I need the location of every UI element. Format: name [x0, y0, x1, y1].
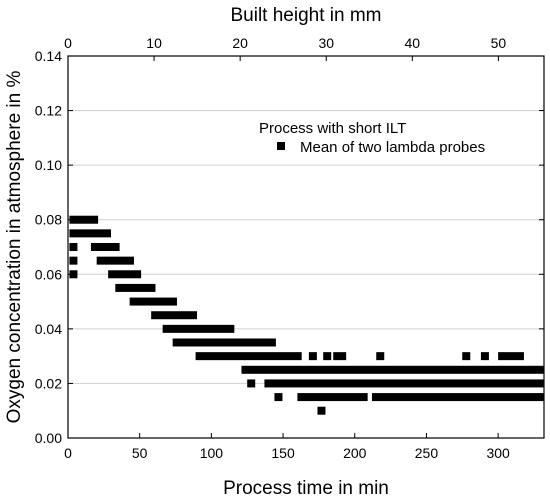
y-tick-label: 0.08: [35, 212, 62, 228]
top-tick-label: 0: [64, 35, 72, 51]
data-point-run: [162, 324, 235, 333]
data-point-run: [115, 283, 156, 292]
x-tick-label: 250: [415, 445, 439, 461]
legend-marker: [277, 142, 285, 150]
data-point-run: [69, 243, 78, 251]
y-axis-title: Oxygen concentration in atmosphere in %: [4, 71, 25, 424]
plot-frame: [67, 55, 545, 439]
data-point-run: [247, 379, 256, 388]
x-tick-label: 0: [64, 445, 72, 461]
y-tick-label: 0.10: [35, 157, 62, 173]
data-point-run: [371, 393, 544, 402]
x-tick-label: 200: [343, 445, 367, 461]
top-tick-label: 50: [491, 35, 507, 51]
data-point-run: [462, 352, 471, 361]
x-tick-label: 300: [486, 445, 510, 461]
axis-ticks: 0 50 100 150 200 250 300 0 10 20 30 40 50 0.00 0.02 0.0…: [35, 35, 544, 461]
legend-title: Process with short ILT: [259, 120, 406, 137]
data-point-run: [151, 311, 198, 320]
y-tick-label: 0.04: [35, 321, 62, 337]
data-point-run: [69, 229, 112, 238]
data-point-run: [129, 297, 177, 306]
top-axis-title: Built height in mm: [230, 5, 381, 26]
data-point-run: [274, 393, 283, 402]
data-point-run: [308, 352, 317, 361]
data-point-run: [264, 379, 544, 388]
top-tick-label: 10: [146, 35, 162, 51]
top-tick-label: 30: [318, 35, 334, 51]
data-point-run: [90, 243, 120, 251]
x-axis-title: Process time in min: [223, 478, 389, 499]
data-point-run: [96, 256, 134, 265]
legend: Process with short ILT Mean of two lambd…: [255, 116, 527, 162]
top-tick-label: 20: [232, 35, 248, 51]
data-point-run: [69, 256, 78, 265]
x-tick-label: 100: [200, 445, 224, 461]
y-tick-label: 0.06: [35, 266, 62, 282]
data-point-run: [323, 352, 332, 361]
data-point-run: [480, 352, 489, 361]
data-point-run: [195, 352, 302, 361]
data-point-run: [333, 352, 347, 361]
legend-box: [255, 116, 527, 162]
y-tick-label: 0.14: [35, 48, 62, 64]
data-point-run: [69, 215, 99, 224]
data-point-run: [317, 406, 326, 415]
data-point-run: [498, 352, 524, 361]
data-point-run: [172, 338, 276, 347]
legend-entry: Mean of two lambda probes: [300, 139, 485, 156]
data-point-run: [108, 270, 142, 279]
y-tick-label: 0.12: [35, 103, 62, 119]
y-tick-label: 0.02: [35, 375, 62, 391]
data-markers: [69, 215, 544, 415]
y-tick-label: 0.00: [35, 430, 62, 446]
x-tick-label: 150: [271, 445, 295, 461]
data-point-run: [376, 352, 385, 361]
x-tick-label: 50: [132, 445, 148, 461]
data-point-run: [69, 270, 78, 279]
data-point-run: [297, 393, 368, 402]
data-point-run: [241, 365, 544, 374]
top-tick-label: 40: [405, 35, 421, 51]
